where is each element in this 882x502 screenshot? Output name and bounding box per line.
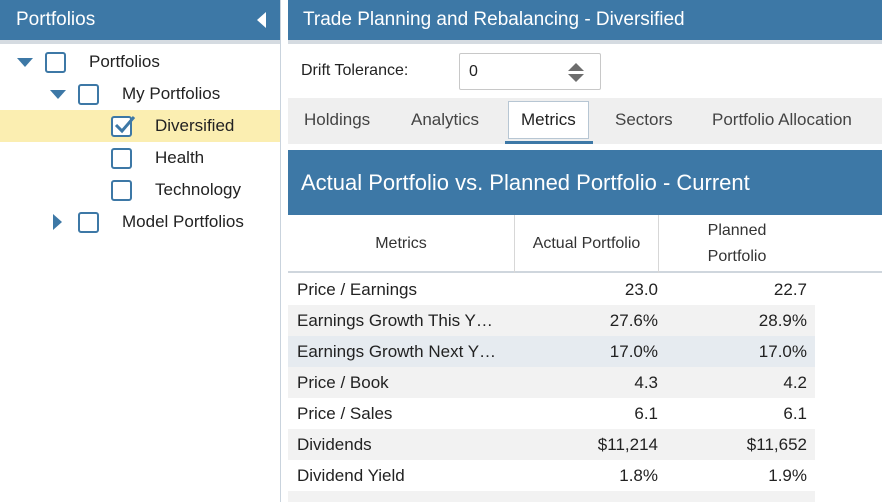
expand-caret-icon[interactable]	[17, 58, 33, 67]
planned-value: 4.2	[783, 372, 807, 392]
drift-tolerance-row: Drift Tolerance: 0	[288, 44, 882, 98]
table-row[interactable]: Earnings Growth This Y… 27.6% 28.9%	[288, 305, 815, 336]
spinner-icon[interactable]	[568, 63, 584, 83]
planned-value: 6.1	[783, 403, 807, 423]
increment-icon[interactable]	[568, 63, 584, 71]
metric-name: Dividends	[297, 434, 372, 454]
actual-value: 17.0%	[609, 341, 658, 361]
sidebar-title: Portfolios	[16, 9, 96, 30]
tree-item-portfolios[interactable]: Portfolios	[0, 46, 280, 78]
column-header-label: Portfolio	[707, 248, 767, 265]
planned-value: 1.9%	[768, 465, 807, 485]
metric-name: Earnings Growth Next Y…	[297, 341, 497, 361]
table-row[interactable]: Price / Book 4.3 4.2	[288, 367, 815, 398]
column-header-label: Actual Portfolio	[532, 235, 641, 252]
table-header: Metrics Actual Portfolio Planned Portfol…	[288, 215, 882, 273]
column-header-label: Metrics	[375, 235, 427, 252]
actual-value: 1.8%	[619, 465, 658, 485]
table-row[interactable]: Dividend Yield 1.8% 1.9%	[288, 460, 815, 491]
planned-value: 28.9%	[758, 310, 807, 330]
collapse-caret-icon[interactable]	[53, 214, 62, 230]
section-title: Actual Portfolio vs. Planned Portfolio -…	[288, 150, 882, 215]
active-tab-indicator	[505, 141, 593, 144]
tree-item-label: Model Portfolios	[122, 212, 244, 231]
main-panel: Trade Planning and Rebalancing - Diversi…	[288, 0, 882, 502]
column-header-metrics[interactable]: Metrics	[288, 215, 514, 273]
column-header-planned[interactable]: Planned Portfolio	[658, 215, 815, 273]
tree-item-label: Diversified	[155, 116, 235, 135]
drift-tolerance-value: 0	[469, 62, 478, 80]
tree-item-label: My Portfolios	[122, 84, 221, 103]
checkbox[interactable]	[78, 84, 99, 105]
tab-portfolio-allocation[interactable]: Portfolio Allocation	[712, 110, 852, 129]
planned-value: 17.0%	[758, 341, 807, 361]
metric-name: Price / Book	[297, 372, 389, 392]
checkbox[interactable]	[111, 180, 132, 201]
metric-name: Price / Earnings	[297, 279, 417, 299]
metric-name: Dividend Yield	[297, 465, 405, 485]
page-title: Trade Planning and Rebalancing - Diversi…	[288, 0, 882, 44]
actual-value: $11,214	[597, 434, 658, 454]
table-row[interactable]: Price / Sales 6.1 6.1	[288, 398, 815, 429]
tab-metrics[interactable]: Metrics	[508, 101, 589, 139]
tab-analytics[interactable]: Analytics	[411, 110, 480, 129]
tab-holdings[interactable]: Holdings	[304, 110, 371, 129]
collapse-sidebar-icon[interactable]	[257, 12, 266, 28]
table-row[interactable]: Dividends $11,214 $11,652	[288, 429, 815, 460]
metric-name: Earnings Growth This Y…	[297, 310, 493, 330]
column-header-actual[interactable]: Actual Portfolio	[514, 215, 658, 273]
checkbox[interactable]	[45, 52, 66, 73]
drift-tolerance-input[interactable]: 0	[459, 53, 601, 90]
table-row[interactable]: Price / Earnings 23.0 22.7	[288, 274, 815, 305]
decrement-icon[interactable]	[568, 74, 584, 82]
tree-item-health[interactable]: Health	[0, 142, 280, 174]
tab-sectors[interactable]: Sectors	[615, 110, 673, 129]
portfolios-sidebar: Portfolios Portfolios My Portfolios Dive…	[0, 0, 281, 502]
tree-item-label: Portfolios	[89, 52, 160, 71]
table-row	[288, 491, 815, 502]
table-row[interactable]: Earnings Growth Next Y… 17.0% 17.0%	[288, 336, 815, 367]
metric-name: Price / Sales	[297, 403, 393, 423]
planned-value: 22.7	[773, 279, 807, 299]
actual-value: 23.0	[624, 279, 658, 299]
actual-value: 6.1	[634, 403, 658, 423]
tree-item-technology[interactable]: Technology	[0, 174, 280, 206]
expand-caret-icon[interactable]	[50, 90, 66, 99]
tab-bar: Holdings Analytics Metrics Sectors Portf…	[288, 98, 882, 144]
tree-item-my-portfolios[interactable]: My Portfolios	[0, 78, 280, 110]
tree-item-label: Health	[155, 148, 205, 167]
drift-tolerance-label: Drift Tolerance:	[301, 62, 409, 79]
checkbox[interactable]	[111, 148, 132, 169]
column-header-label: Planned	[707, 222, 767, 239]
checkmark-icon	[114, 116, 136, 134]
tree-item-label: Technology	[155, 180, 242, 199]
tree-item-diversified[interactable]: Diversified	[0, 110, 280, 142]
sidebar-header: Portfolios	[0, 0, 280, 44]
tree-item-model-portfolios[interactable]: Model Portfolios	[0, 206, 280, 238]
checkbox-checked[interactable]	[111, 116, 136, 137]
actual-value: 27.6%	[609, 310, 658, 330]
actual-value: 4.3	[634, 372, 658, 392]
planned-value: $11,652	[746, 434, 807, 454]
checkbox[interactable]	[78, 212, 99, 233]
